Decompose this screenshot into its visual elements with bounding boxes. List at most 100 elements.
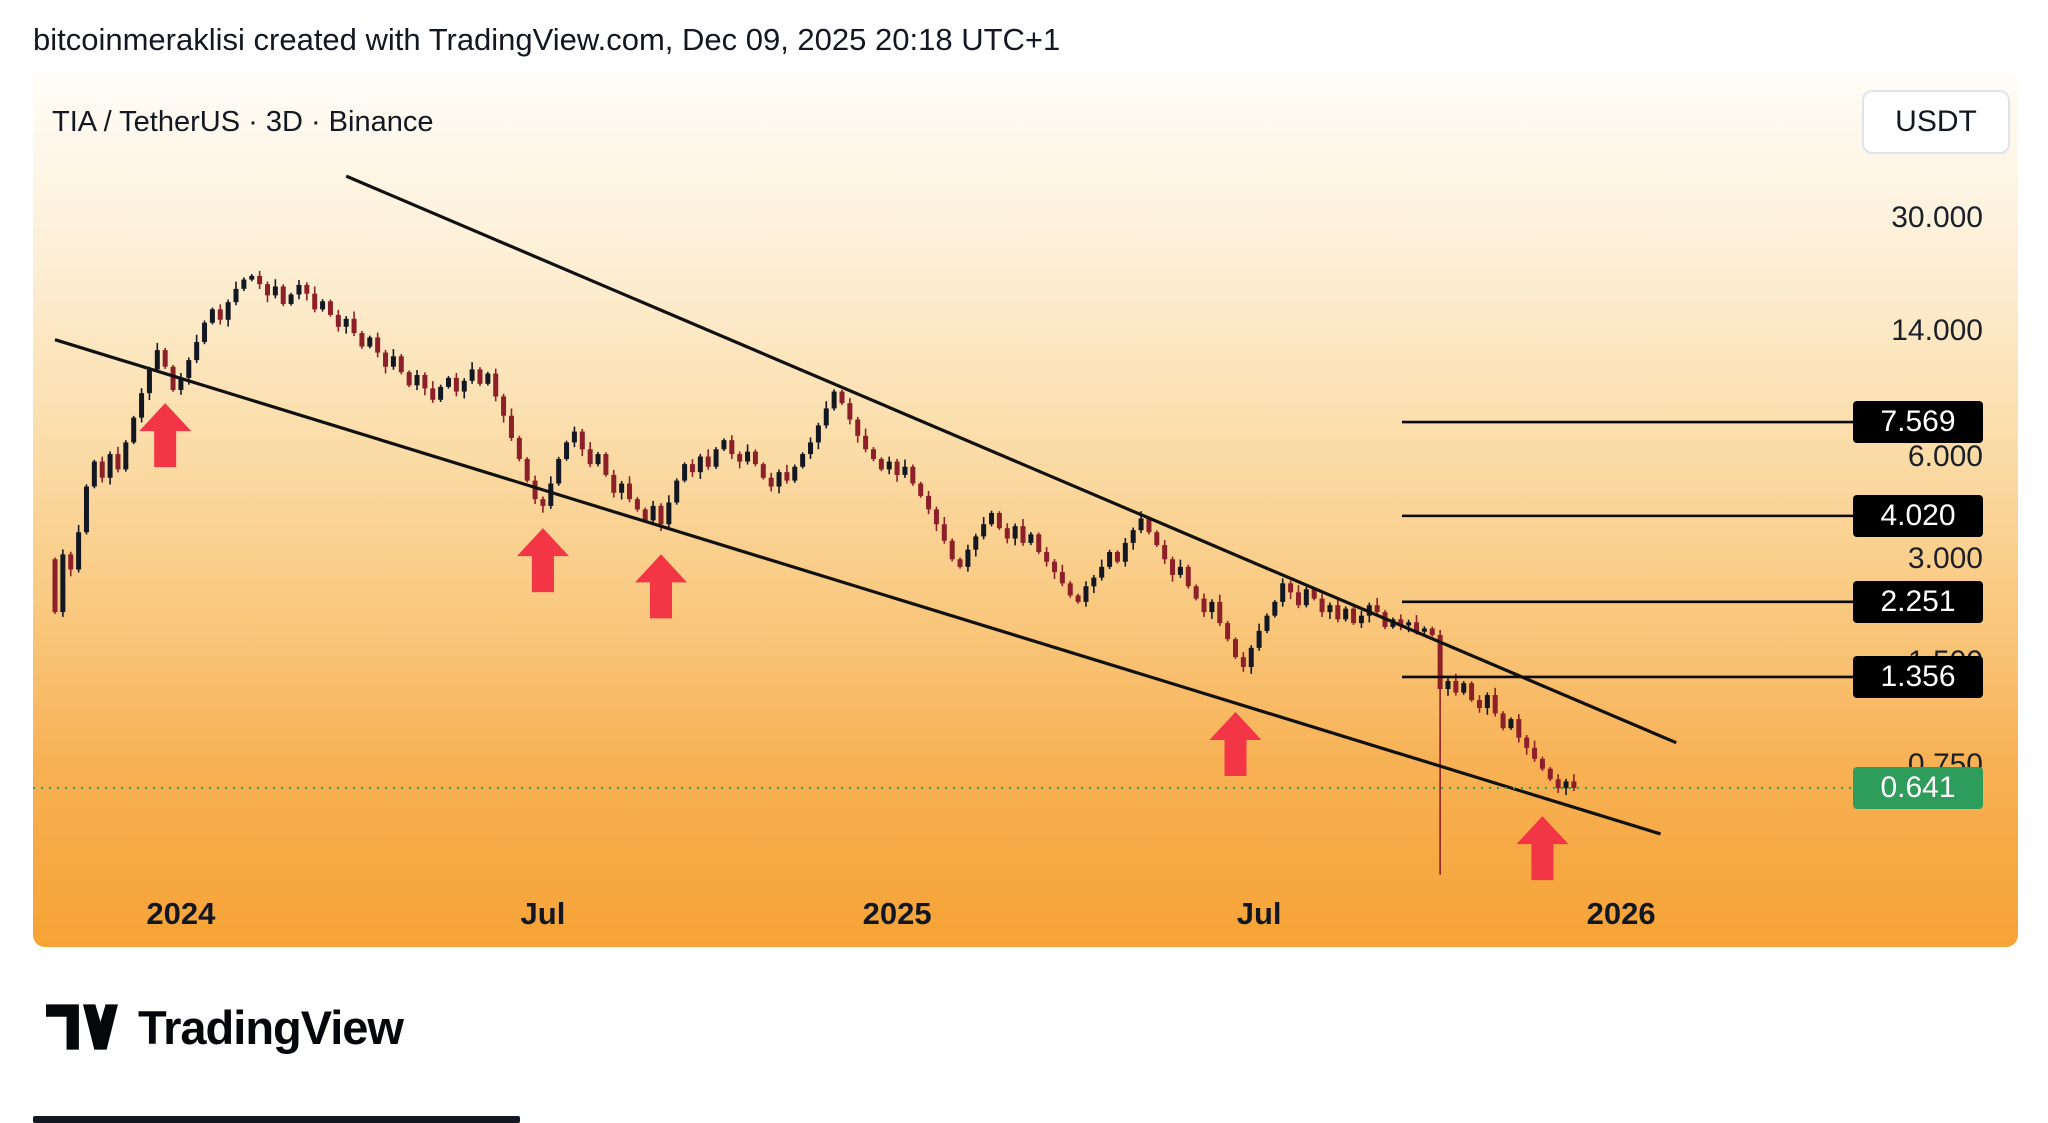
tradingview-logo-icon[interactable] [46, 1003, 120, 1052]
candle [1075, 593, 1081, 604]
up-arrow-annotation[interactable] [1516, 816, 1569, 881]
candle [863, 428, 869, 453]
candle [855, 416, 861, 443]
candle [320, 299, 326, 312]
candle [359, 330, 365, 349]
candle [209, 307, 215, 325]
candle [713, 447, 719, 469]
candle [327, 299, 333, 317]
candle [1374, 597, 1380, 616]
candle [579, 428, 585, 457]
candle [1264, 613, 1270, 634]
currency-toggle-button[interactable]: USDT [1862, 90, 2010, 154]
candle [1256, 623, 1262, 651]
candle [1461, 680, 1467, 695]
candle [1122, 537, 1128, 567]
candle [571, 426, 577, 448]
candle [870, 447, 876, 462]
candle [1492, 687, 1498, 717]
candle [288, 292, 294, 306]
candle [705, 449, 711, 470]
candle [1532, 740, 1538, 762]
candle [1445, 678, 1451, 696]
candle [1398, 614, 1404, 631]
candle [918, 481, 924, 498]
candle [1524, 735, 1530, 755]
candle [154, 342, 160, 373]
candle [776, 469, 782, 494]
up-arrow-annotation[interactable] [634, 554, 687, 619]
candle [272, 279, 278, 299]
candle [1059, 564, 1065, 587]
candle [619, 480, 625, 500]
candle [1177, 559, 1183, 578]
candle [1036, 532, 1042, 554]
time-axis-label: 2026 [1586, 896, 1656, 931]
trendline-channel-bottom [54, 338, 1661, 836]
candle [178, 372, 184, 395]
candle [406, 370, 412, 388]
candle [60, 549, 66, 617]
candle [957, 557, 963, 569]
candle [123, 440, 129, 472]
symbol-legend[interactable]: TIA / TetherUS · 3D · Binance [52, 106, 434, 138]
candle [170, 364, 176, 392]
candle [1343, 606, 1349, 622]
candle [697, 453, 703, 479]
candle [1091, 574, 1097, 594]
tradingview-wordmark[interactable]: TradingView [138, 1001, 404, 1054]
attribution-text: bitcoinmeraklisi created with TradingVie… [33, 22, 1061, 57]
candle [1500, 711, 1506, 731]
candle [768, 472, 774, 492]
candle [1240, 652, 1246, 672]
candle [587, 442, 593, 468]
current-price-badge: 0.641 [1853, 766, 1983, 809]
up-arrow-annotation[interactable] [139, 403, 192, 468]
candle [1437, 629, 1443, 875]
candle [1358, 610, 1364, 628]
candle [1429, 626, 1435, 637]
candle [469, 362, 475, 384]
candle [1295, 585, 1301, 609]
candle [249, 274, 255, 282]
candle [745, 444, 751, 465]
candle [68, 551, 74, 577]
candle [1225, 620, 1231, 642]
candle [910, 464, 916, 486]
candle [800, 452, 806, 469]
candle [902, 459, 908, 478]
time-axis-label: Jul [520, 896, 566, 931]
candle [941, 516, 947, 544]
candle [815, 422, 821, 450]
price-tick-label: 6.000 [1907, 439, 1983, 473]
up-arrow-annotation[interactable] [1209, 712, 1262, 777]
candle [1217, 594, 1223, 627]
candle [1114, 550, 1120, 564]
candle [312, 286, 318, 313]
candle [343, 316, 349, 334]
candle [139, 388, 145, 423]
candle [1130, 527, 1136, 550]
candle [264, 281, 270, 303]
candle [422, 372, 428, 396]
candle [792, 464, 798, 483]
candle [878, 457, 884, 472]
candle [1185, 564, 1191, 589]
candle [398, 354, 404, 375]
candle [390, 349, 396, 370]
candle [926, 490, 932, 515]
candle [233, 281, 239, 306]
candle [847, 398, 853, 425]
candle [721, 438, 727, 452]
candle [839, 389, 845, 405]
candle [453, 372, 459, 397]
up-arrow-annotation[interactable] [516, 528, 569, 593]
candle [933, 506, 939, 532]
trendline-channel-top [345, 174, 1677, 745]
candle [115, 446, 121, 473]
candle [674, 478, 680, 505]
candle [1248, 645, 1254, 674]
candle [1421, 626, 1427, 634]
candle [335, 309, 341, 332]
